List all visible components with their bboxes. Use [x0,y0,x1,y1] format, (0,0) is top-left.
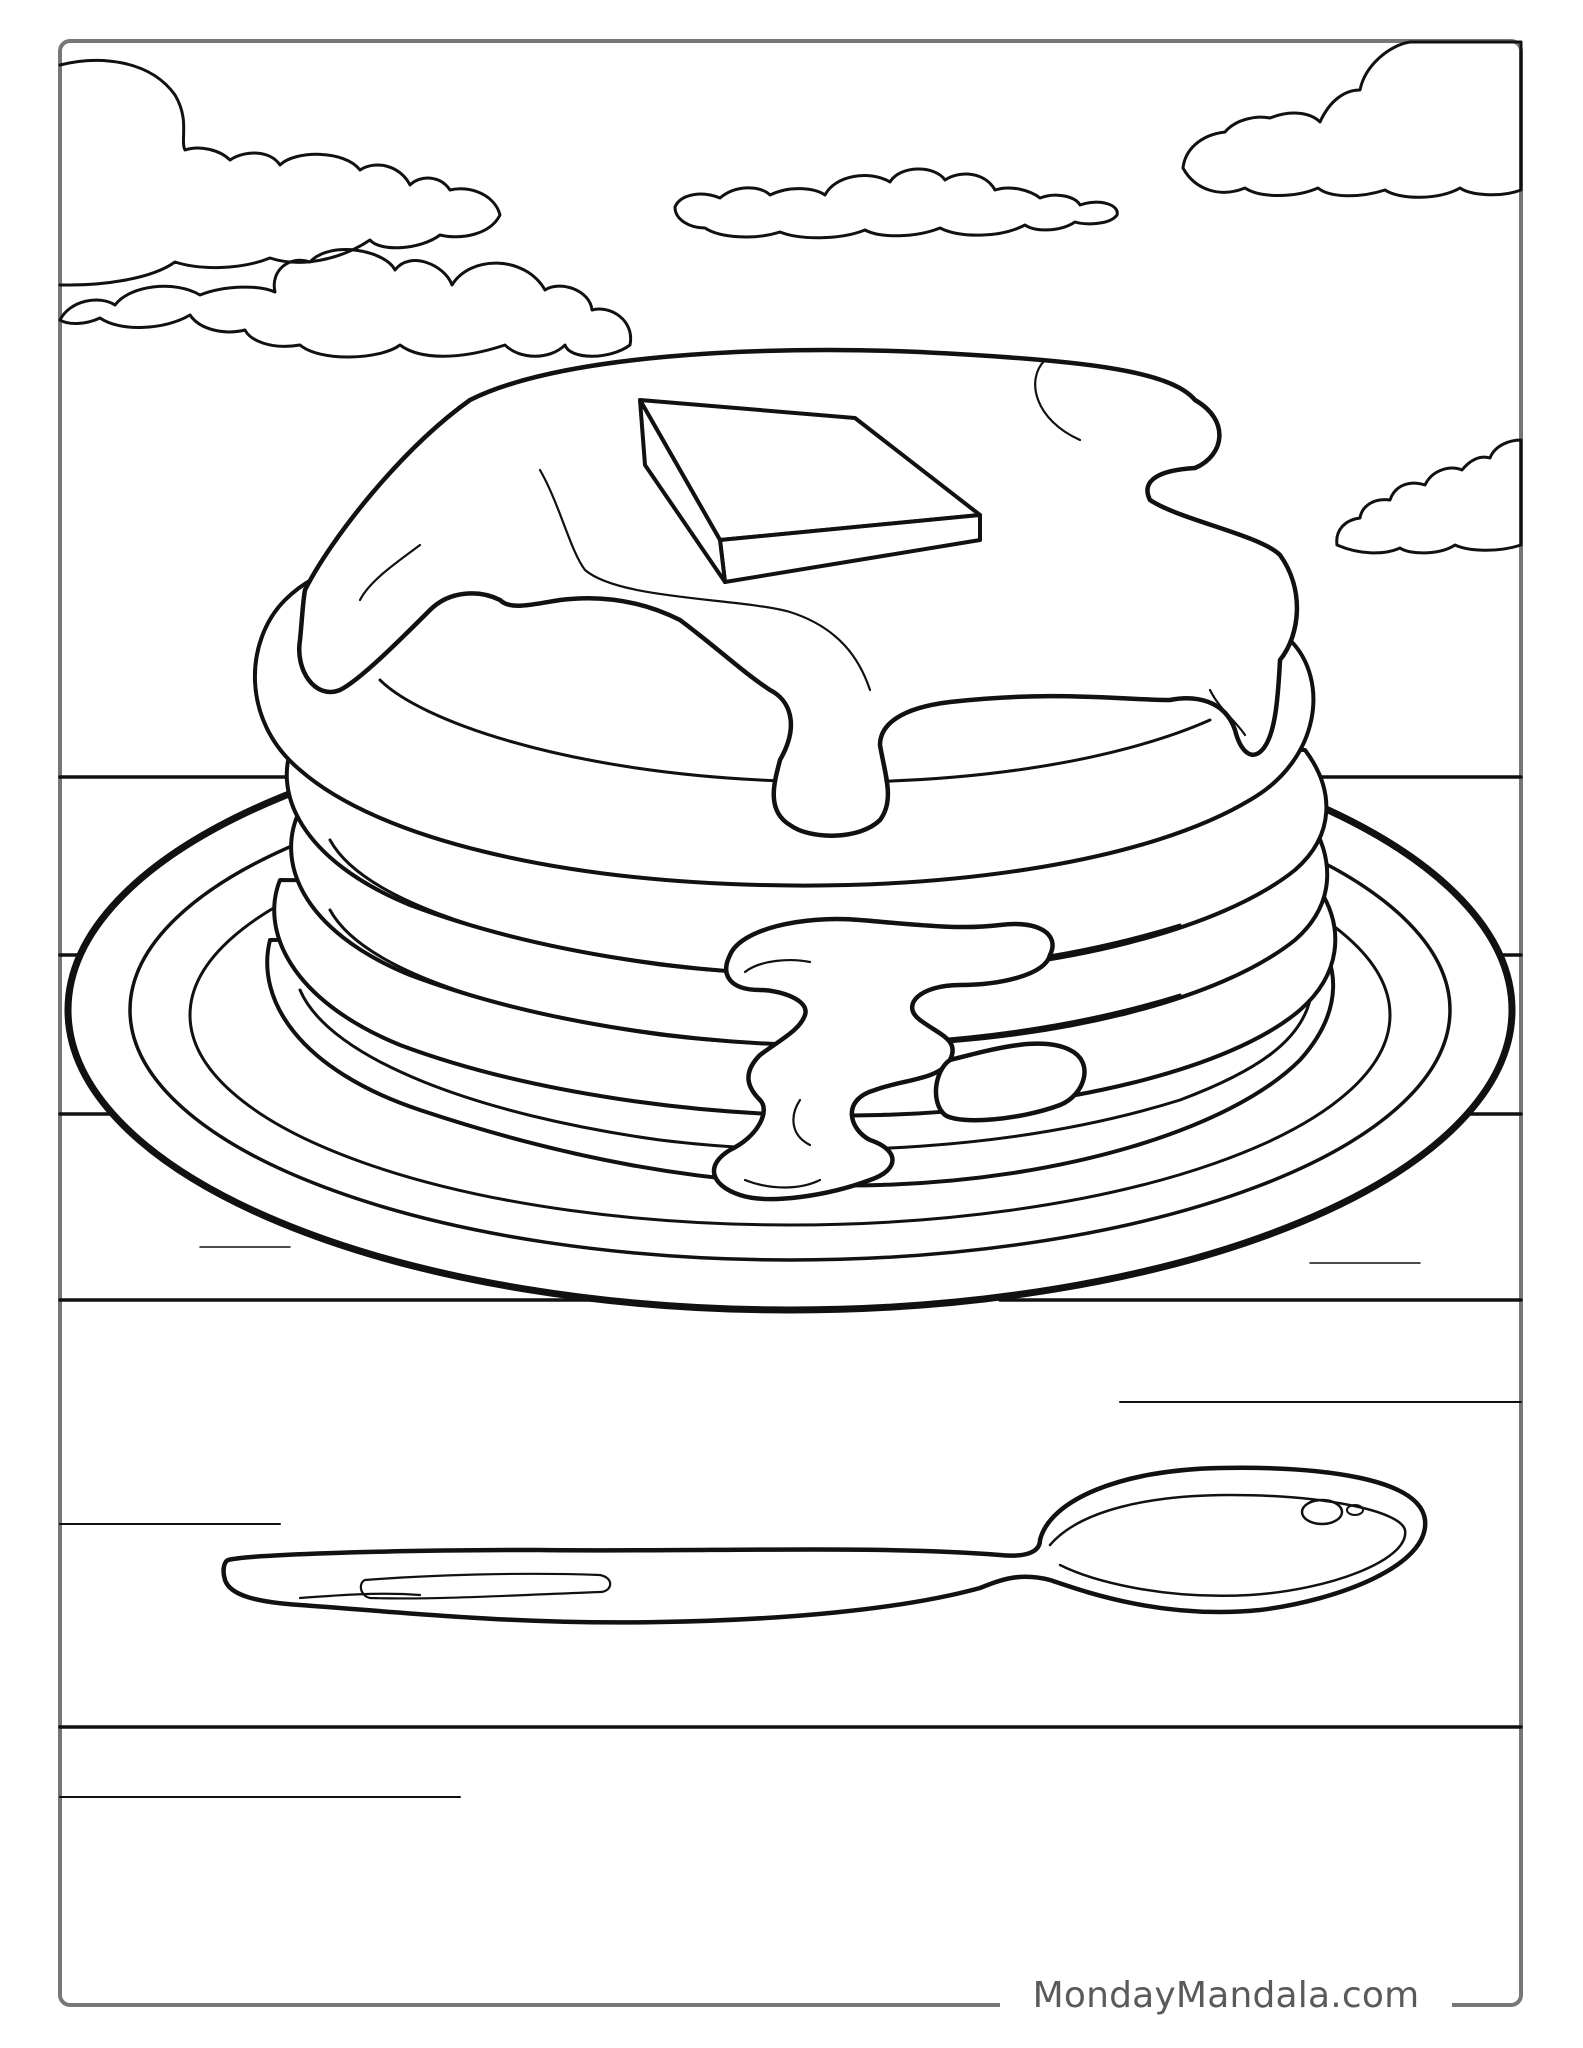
spoon-shine [1300,1498,1344,1526]
cloud-icon [58,59,502,287]
clouds [58,40,1523,555]
cloud-icon [673,167,1119,240]
syrup-icon [296,347,1300,1202]
spoon-highlight [298,1572,612,1600]
table-plank-icon [199,1246,1421,1264]
pancake-top-edge [378,678,1212,784]
spoon-bowl-inner [1048,1493,1407,1597]
syrup-highlight [358,358,1247,737]
syrup-drip-right [933,1041,1087,1123]
cloud-icon [58,248,633,359]
site-watermark: MondayMandala.com [1000,1968,1452,2024]
syrup-drip [711,916,1055,1202]
cloud-icon [1335,438,1523,555]
butter-left [638,398,727,584]
butter-icon [638,398,982,584]
spoon-shine [1346,1504,1364,1516]
spoon-icon [221,1465,1428,1625]
syrup-pool [296,347,1300,838]
page-frame [58,39,1523,2007]
cloud-icon [1181,40,1523,199]
syrup-highlight [743,959,822,1189]
